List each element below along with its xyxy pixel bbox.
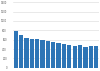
Bar [19, 35, 23, 68]
Bar [78, 45, 82, 68]
Bar [51, 42, 55, 68]
Bar [56, 43, 61, 68]
Bar [40, 40, 45, 68]
Bar [83, 47, 88, 68]
Bar [62, 44, 66, 68]
Bar [94, 46, 98, 68]
Bar [72, 46, 77, 68]
Bar [46, 41, 50, 68]
Bar [35, 39, 39, 68]
Bar [89, 46, 93, 68]
Bar [67, 45, 71, 68]
Bar [30, 38, 34, 68]
Bar [14, 31, 18, 68]
Bar [24, 38, 29, 68]
